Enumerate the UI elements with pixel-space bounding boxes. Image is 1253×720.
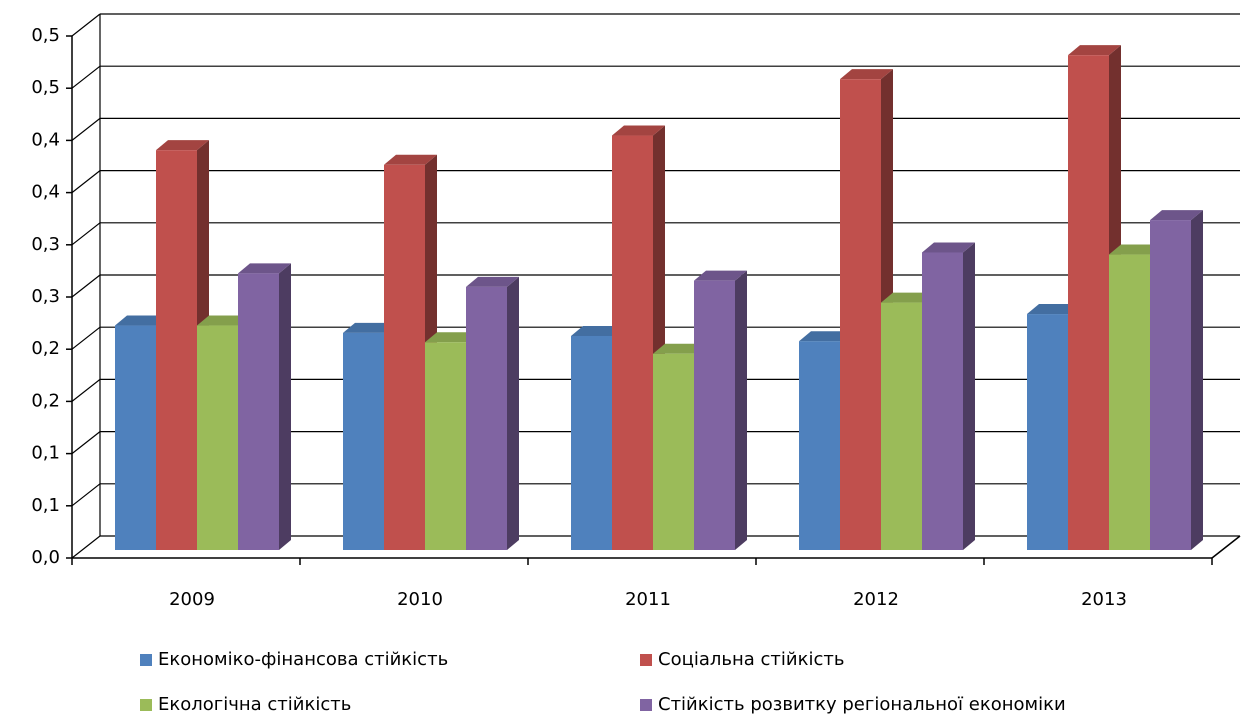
x-tick-label: 2012 [853,589,899,610]
bar [1068,55,1109,550]
floor-edge [1211,535,1241,559]
bar-top [384,154,437,165]
legend-swatch [140,699,152,711]
bar-side [1191,210,1203,550]
bar [1109,254,1150,550]
bar [694,280,735,550]
bar [922,252,963,550]
bar-side [735,270,747,550]
bar-top [922,242,975,253]
bar-top [1068,45,1121,56]
bar [238,273,279,550]
grid-line-side [71,274,101,298]
y-tick-label: 0,5 [31,25,60,46]
bar [1027,314,1068,550]
y-tick-label: 0,3 [31,286,60,307]
bar [653,353,694,550]
bar-top [1109,244,1162,255]
bar-top [425,332,478,343]
grid-line-side [71,431,101,455]
y-tick-label: 0,2 [31,390,60,411]
legend-swatch [640,654,652,666]
bar-side [963,242,975,550]
y-tick-label: 0,0 [31,547,60,568]
grid-line-side [71,222,101,246]
bar-top [653,343,706,354]
bar-top [343,322,396,333]
bar-top [238,263,291,274]
legend-label: Стійкість розвитку регіональної економік… [658,694,1066,715]
y-tick-label: 0,4 [31,129,60,150]
bar [425,342,466,550]
y-tick-label: 0,1 [31,495,60,516]
grid-line-side [71,535,101,559]
bar-top [156,140,209,151]
grid-line-side [71,13,101,37]
bar-side [507,276,519,550]
y-tick-label: 0,1 [31,443,60,464]
bar-top [466,276,519,287]
x-tick-label: 2011 [625,589,671,610]
legend-label: Екологічна стійкість [158,694,351,715]
bar-top [1150,210,1203,221]
y-tick-label: 0,2 [31,338,60,359]
bar-top [197,315,250,326]
bar [115,325,156,550]
bar [840,79,881,550]
grid-line-side [71,65,101,89]
bar [156,150,197,550]
bar [881,302,922,550]
grid-line-side [71,326,101,350]
bar-top [612,125,665,136]
bar [799,341,840,550]
grid-line-side [71,378,101,402]
bar-top [799,331,852,342]
bar-top [1027,304,1080,315]
grid-line-side [71,117,101,141]
legend-swatch [140,654,152,666]
y-tick-label: 0,4 [31,182,60,203]
legend-label: Соціальна стійкість [658,649,844,670]
legend-swatch [640,699,652,711]
x-tick-label: 2009 [169,589,215,610]
y-tick-label: 0,5 [31,77,60,98]
x-tick-label: 2013 [1081,589,1127,610]
bar [571,335,612,550]
y-tick-label: 0,3 [31,234,60,255]
bar [1150,220,1191,550]
grid-line-side [71,170,101,194]
bar [384,164,425,550]
bar [466,286,507,550]
x-tick-label: 2010 [397,589,443,610]
bar-top [840,69,893,80]
bar-top [881,292,934,303]
bar [343,332,384,550]
bar-side [279,263,291,550]
bar-top [694,270,747,281]
bar-top [571,325,624,336]
bar [197,325,238,550]
bar [612,135,653,551]
bar-top [115,315,168,326]
grid-line-side [71,483,101,507]
legend-label: Економіко-фінансова стійкість [158,649,448,670]
